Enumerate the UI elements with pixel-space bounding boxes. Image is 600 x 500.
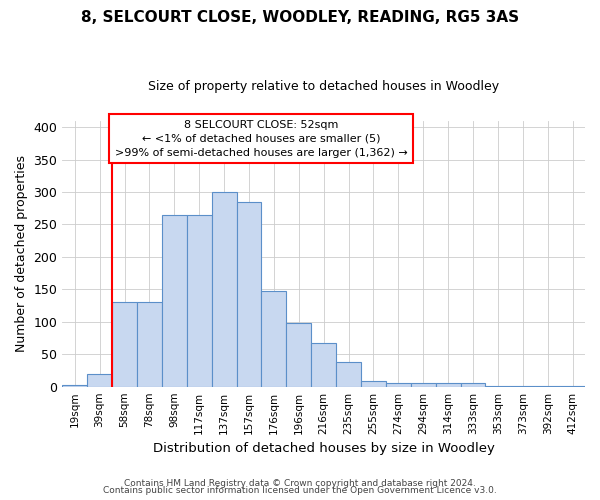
Bar	[162, 214, 187, 386]
Bar	[386, 384, 411, 386]
Bar	[212, 192, 236, 386]
Bar	[112, 302, 137, 386]
Bar	[361, 381, 386, 386]
Bar	[461, 384, 485, 386]
Bar	[137, 302, 162, 386]
Bar	[436, 384, 461, 386]
Text: 8, SELCOURT CLOSE, WOODLEY, READING, RG5 3AS: 8, SELCOURT CLOSE, WOODLEY, READING, RG5…	[81, 10, 519, 25]
Title: Size of property relative to detached houses in Woodley: Size of property relative to detached ho…	[148, 80, 499, 93]
Bar	[187, 214, 212, 386]
Text: 8 SELCOURT CLOSE: 52sqm
← <1% of detached houses are smaller (5)
>99% of semi-de: 8 SELCOURT CLOSE: 52sqm ← <1% of detache…	[115, 120, 408, 158]
Bar	[336, 362, 361, 386]
Bar	[411, 384, 436, 386]
Text: Contains HM Land Registry data © Crown copyright and database right 2024.: Contains HM Land Registry data © Crown c…	[124, 478, 476, 488]
Bar	[62, 384, 87, 386]
X-axis label: Distribution of detached houses by size in Woodley: Distribution of detached houses by size …	[153, 442, 494, 455]
Bar	[286, 323, 311, 386]
Bar	[236, 202, 262, 386]
Text: Contains public sector information licensed under the Open Government Licence v3: Contains public sector information licen…	[103, 486, 497, 495]
Bar	[311, 342, 336, 386]
Y-axis label: Number of detached properties: Number of detached properties	[15, 155, 28, 352]
Bar	[262, 290, 286, 386]
Bar	[87, 374, 112, 386]
